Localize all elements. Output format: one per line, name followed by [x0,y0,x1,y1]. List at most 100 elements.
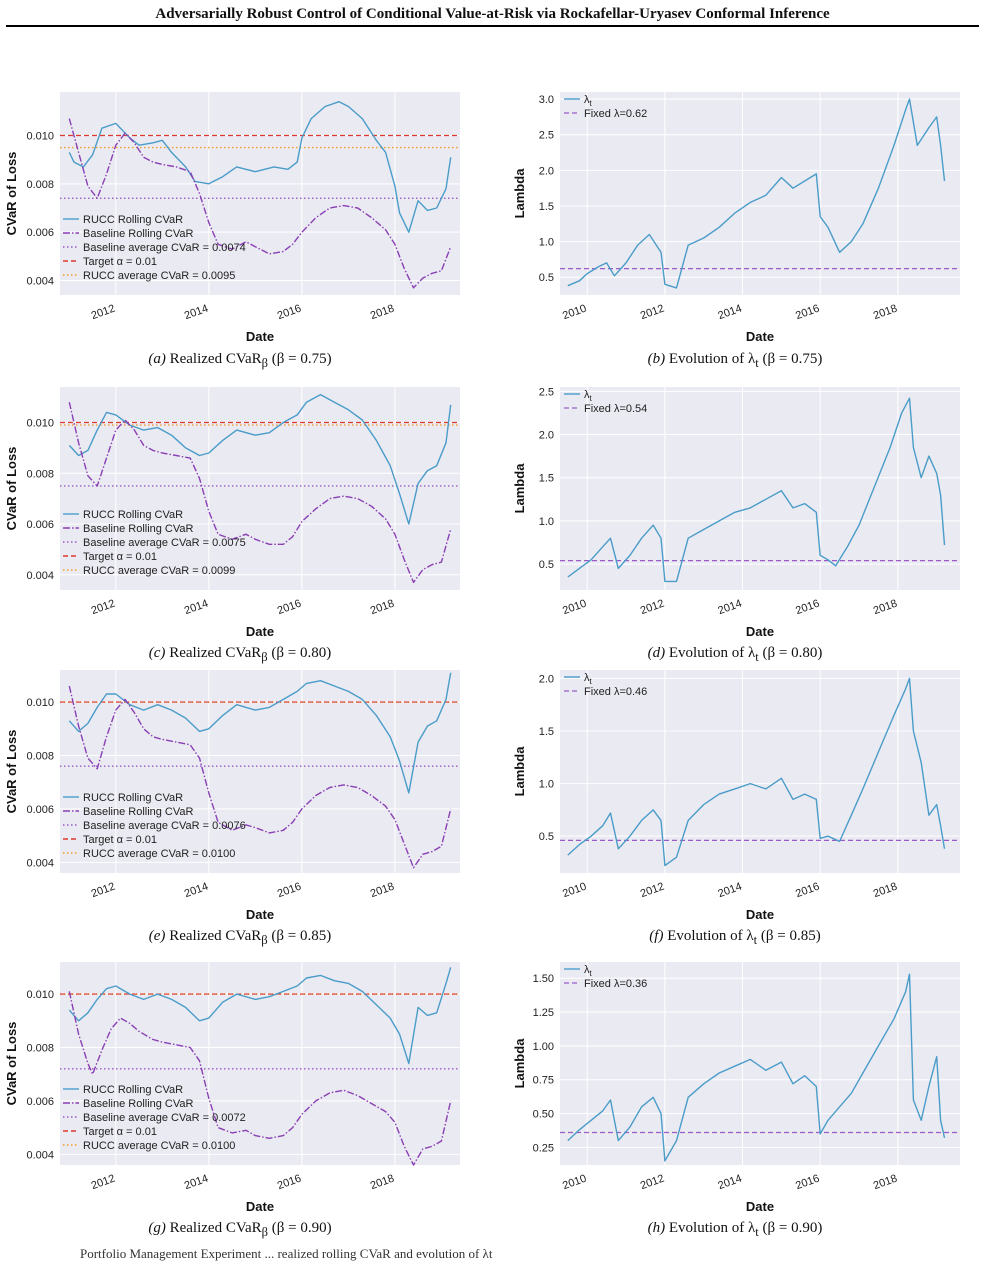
x-axis-label: Date [246,1199,274,1212]
caption-param: (β = 0.75) [762,351,823,367]
chart-e: 2012 2014 2016 2018 0.004 0.006 0.008 0.010 Date… [4,670,460,920]
legend: RUCC Rolling CVaR Baseline Rolling CVaR Ba… [63,214,246,282]
x-tick-label: 2016 [276,598,303,618]
legend-label: Target α = 0.01 [83,551,157,563]
panel-b: 2010 2012 2014 2016 2018 0.5 1.0 1.5 2.0 2.5 3.0 Da… [500,80,970,342]
legend: RUCC Rolling CVaR Baseline Rolling CVaR Ba… [63,509,246,577]
caption-text: Evolution of λ [668,351,756,367]
y-tick-label: 0.5 [539,272,554,284]
plot-area [560,962,960,1165]
legend-label: Fixed λ=0.36 [584,978,647,990]
lambda-series [567,973,946,1162]
legend: RUCC Rolling CVaR Baseline Rolling CVaR Ba… [63,792,246,860]
y-tick-label: 0.006 [26,804,54,816]
caption-text: Realized CVaR [169,1220,262,1236]
x-tick-label: 2012 [639,881,666,901]
x-tick-label: 2012 [90,303,117,323]
caption-label: (g) [148,1220,166,1236]
panel-g: 2012 2014 2016 2018 0.004 0.006 0.008 0.010 Date… [0,950,470,1212]
x-tick-label: 2018 [872,881,899,901]
y-tick-label: 0.010 [26,131,54,143]
x-tick-label: 2014 [716,598,743,618]
x-tick-label: 2018 [369,598,396,618]
x-tick-label: 2018 [872,598,899,618]
x-tick-label: 2014 [716,303,743,323]
caption-sub: β [261,933,268,947]
y-tick-label: 0.5 [539,559,554,571]
panel-f: 2010 2012 2014 2016 2018 0.5 1.0 1.5 2.0 Date Lamb… [500,658,970,920]
x-tick-label: 2016 [794,1173,821,1193]
caption-e: (e) Realized CVaRβ (β = 0.85) [0,928,480,948]
x-tick-label: 2014 [183,303,210,323]
legend-label: Target α = 0.01 [83,1126,157,1138]
baseline-series [68,402,452,584]
y-axis-label: CVaR of Loss [4,730,19,814]
x-tick-label: 2012 [90,1173,117,1193]
x-tick-label: 2010 [561,1173,588,1193]
caption-param: (β = 0.90) [271,1220,332,1236]
x-tick-label: 2018 [872,1173,899,1193]
panel-a: 2012 2014 2016 2018 0.004 0.006 0.008 0.010 Date… [0,80,470,342]
y-axis-label: CVaR of Loss [4,152,19,236]
legend-label: RUCC average CVaR = 0.0100 [83,848,235,860]
x-tick-label: 2016 [794,303,821,323]
legend-label: Fixed λ=0.54 [584,403,647,415]
legend: RUCC Rolling CVaR Baseline Rolling CVaR Ba… [63,1084,246,1152]
legend-label: λt [584,94,593,108]
x-tick-label: 2010 [561,303,588,323]
x-tick-label: 2014 [716,1173,743,1193]
caption-label: (h) [647,1220,666,1236]
y-axis-label: Lambda [512,746,527,797]
legend-label: RUCC Rolling CVaR [83,509,183,521]
x-tick-label: 2010 [561,881,588,901]
x-tick-label: 2014 [183,598,210,618]
y-tick-label: 2.0 [539,165,554,177]
caption-param: (β = 0.90) [762,1220,823,1236]
x-tick-label: 2016 [794,598,821,618]
page-header: Adversarially Robust Control of Conditio… [0,0,985,30]
x-axis-label: Date [246,624,274,637]
lambda-series [567,677,946,867]
legend-label: RUCC Rolling CVaR [83,1084,183,1096]
y-tick-label: 1.0 [539,516,554,528]
y-tick-label: 0.004 [26,570,54,582]
legend-label: Baseline average CVaR = 0.0074 [83,242,246,254]
chart-a: 2012 2014 2016 2018 0.004 0.006 0.008 0.010 Date… [4,92,460,342]
y-tick-label: 1.00 [533,1041,554,1053]
legend-label: Baseline Rolling CVaR [83,523,194,535]
chart-g: 2012 2014 2016 2018 0.004 0.006 0.008 0.010 Date… [4,962,460,1212]
caption-param: (β = 0.80) [762,645,823,661]
x-axis-label: Date [246,907,274,920]
y-axis-label: CVaR of Loss [4,447,19,531]
x-axis-label: Date [746,907,774,920]
rucc-series [68,967,452,1065]
x-tick-label: 2012 [639,303,666,323]
caption-sub: β [261,650,268,664]
y-tick-label: 1.25 [533,1007,554,1019]
y-tick-label: 0.006 [26,519,54,531]
y-tick-label: 0.006 [26,227,54,239]
caption-label: (a) [148,351,166,367]
plot-area [560,387,960,590]
caption-label: (e) [148,928,166,944]
x-axis-label: Date [746,1199,774,1212]
caption-text: Evolution of λ [668,1220,756,1236]
caption-sub: t [753,933,758,947]
y-tick-label: 0.25 [533,1142,554,1154]
x-tick-label: 2014 [183,1173,210,1193]
caption-a: (a) Realized CVaRβ (β = 0.75) [0,351,480,371]
legend-label: λt [584,672,593,686]
x-tick-label: 2014 [183,881,210,901]
plot-area [60,962,460,1165]
y-tick-label: 2.0 [539,430,554,442]
x-tick-label: 2016 [276,1173,303,1193]
caption-h: (h) Evolution of λt (β = 0.90) [500,1220,970,1240]
y-tick-label: 0.008 [26,468,54,480]
legend-label: RUCC average CVaR = 0.0095 [83,270,235,282]
legend-label: Fixed λ=0.62 [584,108,647,120]
y-tick-label: 0.010 [26,989,54,1001]
caption-text: Evolution of λ [667,928,754,944]
caption-sub: β [261,356,269,370]
x-tick-label: 2018 [369,881,396,901]
